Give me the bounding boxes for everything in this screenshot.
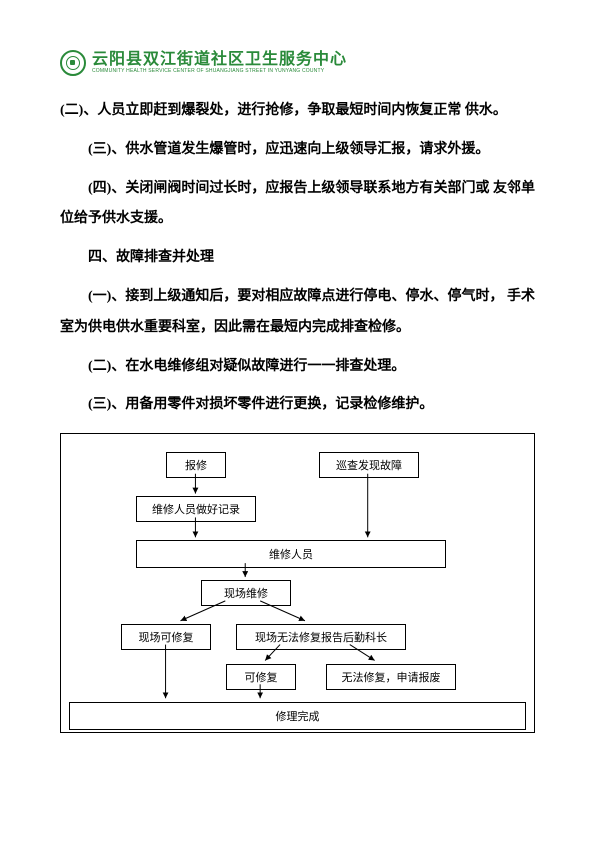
node-repairable: 可修复 — [226, 664, 296, 690]
section-4-title: 四、故障排查并处理 — [60, 243, 535, 274]
node-complete: 修理完成 — [69, 702, 526, 730]
node-onsite-repair: 现场维修 — [201, 580, 291, 606]
node-inspect-found: 巡查发现故障 — [319, 452, 419, 478]
node-maintainer: 维修人员 — [136, 540, 446, 568]
header-text: 云阳县双江街道社区卫生服务中心 COMMUNITY HEALTH SERVICE… — [92, 51, 347, 74]
paragraph-4: (四)、关闭闸阀时间过长时，应报告上级领导联系地方有关部门或 友邻单位给予供水支… — [60, 174, 535, 236]
node-report: 报修 — [166, 452, 226, 478]
paragraph-4-2: (二)、在水电维修组对疑似故障进行一一排查处理。 — [60, 352, 535, 383]
node-cannot-repair-report: 现场无法修复报告后勤科长 — [236, 624, 406, 650]
paragraph-3: (三)、供水管道发生爆管时，应迅速向上级领导汇报，请求外援。 — [60, 135, 535, 166]
node-record: 维修人员做好记录 — [136, 496, 256, 522]
page-header: 云阳县双江街道社区卫生服务中心 COMMUNITY HEALTH SERVICE… — [60, 50, 535, 76]
flowchart: 报修 巡查发现故障 维修人员做好记录 维修人员 现场维修 现场可修复 现场无法修… — [60, 433, 535, 733]
paragraph-2: (二)、人员立即赶到爆裂处，进行抢修，争取最短时间内恢复正常 供水。 — [60, 96, 535, 127]
node-not-repairable: 无法修复，申请报废 — [326, 664, 456, 690]
flowchart-arrows — [61, 434, 534, 732]
org-title: 云阳县双江街道社区卫生服务中心 — [92, 51, 347, 69]
paragraph-4-1: (一)、接到上级通知后，要对相应故障点进行停电、停水、停气时， 手术室为供电供水… — [60, 282, 535, 344]
org-subtitle: COMMUNITY HEALTH SERVICE CENTER OF SHUAN… — [92, 69, 347, 75]
logo-icon — [60, 50, 86, 76]
paragraph-4-3: (三)、用备用零件对损坏零件进行更换，记录检修维护。 — [60, 390, 535, 421]
node-can-repair-onsite: 现场可修复 — [121, 624, 211, 650]
